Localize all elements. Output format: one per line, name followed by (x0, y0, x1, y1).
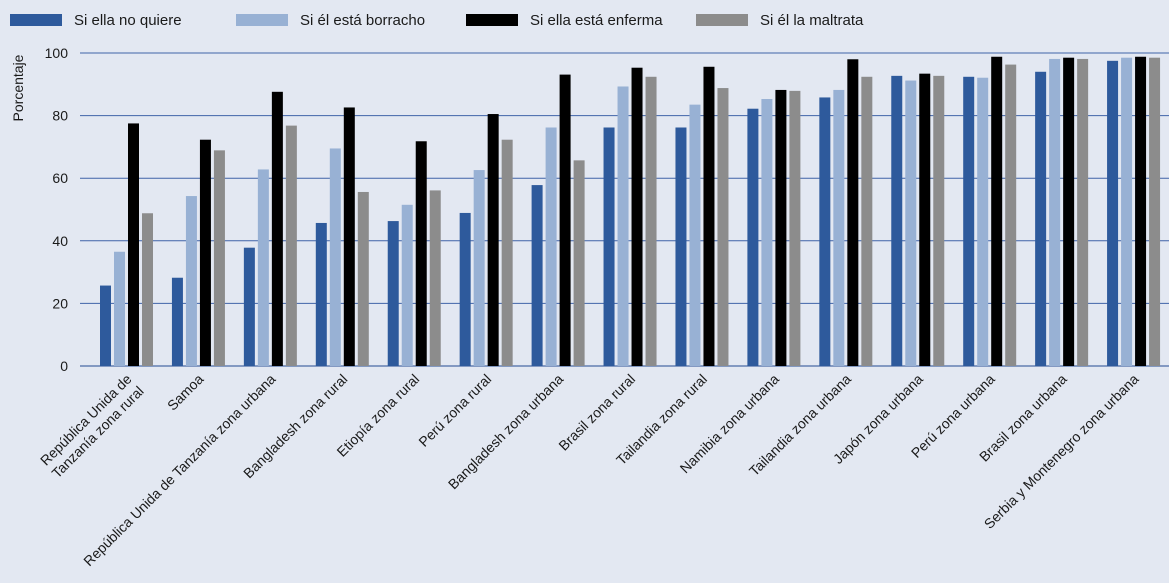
bar (387, 221, 399, 366)
bar (933, 75, 945, 366)
bar (100, 285, 111, 366)
bar (963, 76, 975, 367)
bar (991, 56, 1003, 366)
legend-item: Si ella está enferma (466, 8, 663, 32)
bar (747, 108, 759, 367)
x-tick-label: Samoa (164, 371, 207, 414)
bar (1149, 57, 1161, 366)
bar (559, 74, 571, 367)
bar (905, 80, 917, 366)
bar (861, 76, 873, 367)
bar (717, 88, 729, 366)
bar (343, 107, 355, 366)
bar (401, 204, 413, 366)
bar (573, 160, 585, 366)
bar (243, 247, 255, 366)
bar (847, 59, 859, 366)
x-tick-label: Bangladesh zona urbana (445, 371, 567, 493)
bar (142, 213, 153, 366)
bar (501, 139, 513, 366)
bar (703, 66, 715, 366)
bar-layer (100, 56, 1161, 367)
bar (1107, 60, 1119, 366)
bar (429, 190, 441, 366)
bar (285, 125, 297, 366)
y-tick-label: 100 (45, 45, 69, 61)
legend-label: Si ella está enferma (530, 11, 663, 29)
bar (271, 91, 283, 366)
bar (199, 139, 211, 366)
legend-label: Si ella no quiere (74, 11, 182, 29)
y-tick-label: 40 (52, 233, 68, 249)
x-tick-label: Serbia y Montenegro zona urbana (981, 371, 1142, 532)
bar (114, 251, 125, 366)
y-tick-label: 80 (52, 108, 68, 124)
legend-swatch (466, 14, 518, 26)
bar (819, 97, 831, 367)
legend-swatch (236, 14, 288, 26)
legend-item: Si él la maltrata (696, 8, 863, 32)
bar (257, 169, 269, 366)
bar (213, 150, 225, 366)
bar (1005, 64, 1017, 367)
bar (1063, 57, 1075, 366)
x-tick-label: República Unida deTanzanía zona rural (36, 371, 146, 481)
legend-item: Si él está borracho (236, 8, 425, 32)
legend-swatch (10, 14, 62, 26)
legend-item: Si ella no quiere (10, 8, 182, 32)
bar (171, 277, 183, 366)
bar (761, 99, 773, 367)
legend-label: Si él está borracho (300, 11, 426, 29)
bar (459, 212, 471, 366)
bar (603, 127, 615, 366)
bar (1077, 58, 1089, 367)
bar (631, 67, 643, 366)
bar (775, 89, 787, 367)
y-tick-label: 60 (52, 170, 68, 186)
bar (833, 89, 845, 367)
bar (1135, 56, 1147, 366)
bar (545, 127, 557, 366)
bar (415, 141, 427, 366)
bar (617, 86, 629, 366)
x-tick-label: Perú zona rural (415, 371, 494, 450)
bar (891, 75, 903, 366)
bar (675, 127, 687, 366)
bar (789, 90, 801, 367)
bar (128, 123, 139, 366)
x-tick-label: Brasil zona rural (555, 371, 638, 454)
bar (1121, 57, 1133, 366)
y-tick-label: 20 (52, 295, 68, 311)
bar (487, 114, 499, 366)
bar (357, 191, 369, 366)
legend: Si ella no quiere Si él está borracho Si e… (0, 8, 1169, 32)
bar (689, 104, 701, 367)
legend-label: Si él la maltrata (760, 11, 864, 29)
bar (1035, 71, 1047, 366)
y-tick-label: 0 (60, 358, 68, 374)
bar (977, 77, 989, 367)
bar (531, 185, 543, 366)
bar (315, 222, 327, 366)
y-axis-label: Porcentaje (10, 54, 26, 121)
bar (1049, 58, 1061, 367)
legend-swatch (696, 14, 748, 26)
bar (645, 76, 657, 367)
bar (185, 196, 197, 366)
bar (919, 73, 931, 367)
bar (473, 170, 485, 366)
bar (329, 148, 341, 366)
